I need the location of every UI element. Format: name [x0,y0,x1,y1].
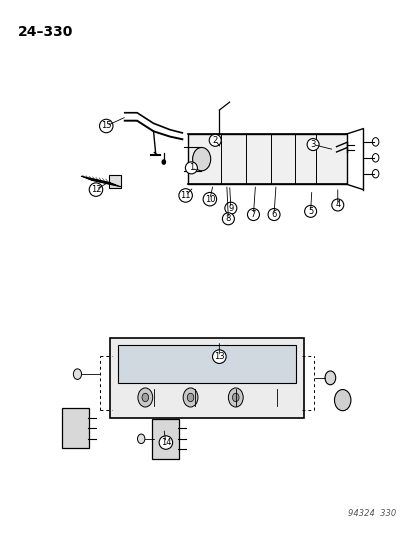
Text: 10: 10 [204,195,215,204]
FancyBboxPatch shape [117,345,296,383]
Text: 5: 5 [307,207,313,216]
FancyBboxPatch shape [62,408,89,448]
Text: 24–330: 24–330 [18,25,73,39]
Text: 14: 14 [160,438,171,447]
Circle shape [228,388,242,407]
Circle shape [334,390,350,411]
Text: 4: 4 [335,200,339,209]
FancyBboxPatch shape [188,134,346,184]
Circle shape [324,371,335,385]
Text: 7: 7 [250,210,256,219]
Circle shape [371,169,378,178]
Text: 94324  330: 94324 330 [347,510,395,519]
Text: 15: 15 [101,122,111,131]
Circle shape [371,138,378,146]
Circle shape [162,160,165,164]
Text: 8: 8 [225,214,230,223]
Text: 3: 3 [310,140,315,149]
Circle shape [371,154,378,162]
Circle shape [192,148,210,171]
Text: 9: 9 [228,204,233,213]
Text: 2: 2 [212,136,217,145]
Text: 6: 6 [271,210,276,219]
FancyBboxPatch shape [109,175,120,188]
Text: 1: 1 [188,164,194,172]
Circle shape [187,393,193,402]
FancyBboxPatch shape [152,419,179,459]
FancyBboxPatch shape [110,338,303,418]
Circle shape [73,369,81,379]
Text: 13: 13 [214,352,224,361]
Circle shape [142,393,148,402]
Circle shape [137,434,145,443]
Circle shape [232,393,238,402]
Circle shape [183,388,197,407]
Text: 11: 11 [180,191,190,200]
Circle shape [138,388,152,407]
Text: 12: 12 [90,185,101,194]
